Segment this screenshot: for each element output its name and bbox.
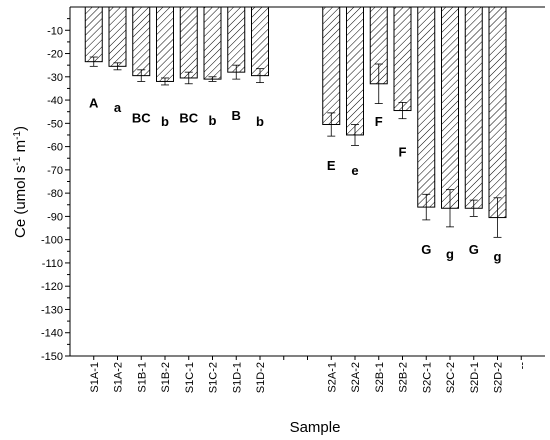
y-tick-label--120: -120 [41, 281, 63, 293]
y-tick-label--70: -70 [47, 165, 63, 177]
y-axis-title-end: ) [12, 126, 29, 131]
axes-layer: S1A-1 S1A-2 S1B-1 S1B-2 S1C-1 S1C-2 S1D-1 S1D-2… [41, 6, 545, 393]
x-tick-label-S1A-1: S1A-1 [89, 362, 101, 393]
error-bar-S1A-2 [113, 62, 122, 71]
y-tick-label--100: -100 [41, 235, 63, 247]
letter-S2D-2: g [494, 249, 502, 264]
x-tick-label-S2C-2: S2C-2 [445, 362, 457, 393]
letter-S1A-1: A [89, 95, 99, 110]
x-tick-label-S2A-1: S2A-1 [326, 362, 338, 393]
letter-S1A-2: a [114, 100, 122, 115]
error-bar-S2D-2 [493, 197, 502, 238]
y-axis-title-base: Ce (umol s [12, 165, 29, 238]
x-tick-label-S1C-1: S1C-1 [184, 362, 196, 393]
y-tick-label--80: -80 [47, 188, 63, 200]
x-tick-label-S2B-2: S2B-2 [398, 362, 410, 393]
bar-S2D-2 [488, 6, 507, 219]
y-tick-label--90: -90 [47, 211, 63, 223]
y-axis-title-sup2: -1 [12, 131, 23, 140]
y-tick-label--60: -60 [47, 142, 63, 154]
error-bar-S2D-1 [469, 199, 478, 217]
x-tick-label-S1A-2: S1A-2 [113, 362, 125, 393]
error-bar-S2A-2 [351, 124, 359, 146]
x-tick-label-S2C-1: S2C-1 [421, 362, 433, 393]
error-bar-S2B-1 [374, 63, 383, 104]
error-bar-S1C-2 [208, 76, 217, 82]
y-tick-label--150: -150 [41, 351, 63, 363]
error-bar-S2A-1 [327, 112, 336, 137]
letter-S2A-1: E [327, 158, 336, 173]
letter-S2C-2: g [446, 247, 454, 262]
y-tick-label--40: -40 [47, 95, 63, 107]
error-bar-S2C-1 [422, 193, 431, 221]
letter-S2D-1: G [469, 242, 479, 257]
error-bar-S1A-1 [89, 56, 98, 67]
error-bars-layer [89, 56, 502, 238]
bar-S2D-1 [464, 6, 483, 209]
x-tick-label-S1C-2: S1C-2 [208, 362, 220, 393]
error-bar-S1D-1 [232, 64, 241, 80]
x-tick-label-S1B-2: S1B-2 [160, 362, 172, 393]
bar-S1B-1 [132, 6, 151, 77]
error-bar-S1B-2 [161, 77, 169, 86]
y-tick-label--20: -20 [47, 49, 63, 61]
bar-S2A-2 [346, 6, 364, 136]
bar-S1C-2 [203, 6, 222, 80]
letter-S2B-1: F [375, 114, 383, 129]
y-tick-label--130: -130 [41, 304, 63, 316]
error-bar-S1C-1 [184, 71, 193, 85]
bar-S1C-1 [179, 6, 198, 79]
error-bar-S1B-1 [137, 69, 146, 82]
letter-S2C-1: G [421, 242, 431, 257]
letter-S2B-2: F [399, 144, 407, 159]
letter-S2A-2: e [351, 163, 358, 178]
y-tick-label--50: -50 [47, 118, 63, 130]
x-tick-label-S2D-2: S2D-2 [493, 362, 505, 393]
y-axis-title-sup1: -1 [12, 156, 23, 165]
y-tick-label--30: -30 [47, 72, 63, 84]
y-tick-label--140: -140 [41, 328, 63, 340]
letter-S1C-2: b [209, 113, 217, 128]
x-tick-label-S2A-2: S2A-2 [350, 362, 362, 393]
y-tick-label--110: -110 [42, 258, 63, 270]
letter-S1D-2: b [256, 114, 264, 129]
bar-S1D-1 [227, 6, 246, 73]
letter-S1B-1: BC [132, 111, 151, 126]
y-axis-title-mid: m [12, 140, 29, 157]
x-tick-label-S2B-1: S2B-1 [374, 362, 386, 393]
letter-S1B-2: b [161, 114, 169, 129]
x-axis-title: Sample [290, 419, 341, 436]
y-tick-label--10: -10 [47, 25, 63, 37]
error-bar-S1D-2 [256, 68, 264, 84]
bar-S1B-2 [156, 6, 174, 82]
bar-S1D-2 [251, 6, 269, 77]
x-tick-label-trailing: -- [516, 362, 528, 370]
error-bar-S2B-2 [398, 101, 407, 120]
letter-S1C-1: BC [179, 111, 198, 126]
error-bar-S2C-2 [446, 189, 454, 228]
x-tick-label-S1D-2: S1D-2 [255, 362, 267, 393]
x-tick-label-S1D-1: S1D-1 [231, 362, 243, 393]
bar-S2B-2 [393, 6, 412, 112]
letter-S1D-1: B [232, 108, 241, 123]
bar-S1A-1 [84, 6, 103, 63]
bar-S2C-2 [441, 6, 459, 209]
x-tick-label-S1B-1: S1B-1 [136, 362, 148, 393]
y-axis-title: Ce (umol s-1 m-1) [12, 126, 30, 238]
bar-S2A-1 [322, 6, 341, 125]
bar-S2C-1 [417, 6, 436, 208]
bar-S1A-2 [108, 6, 127, 67]
x-tick-label-S2D-1: S2D-1 [469, 362, 481, 393]
